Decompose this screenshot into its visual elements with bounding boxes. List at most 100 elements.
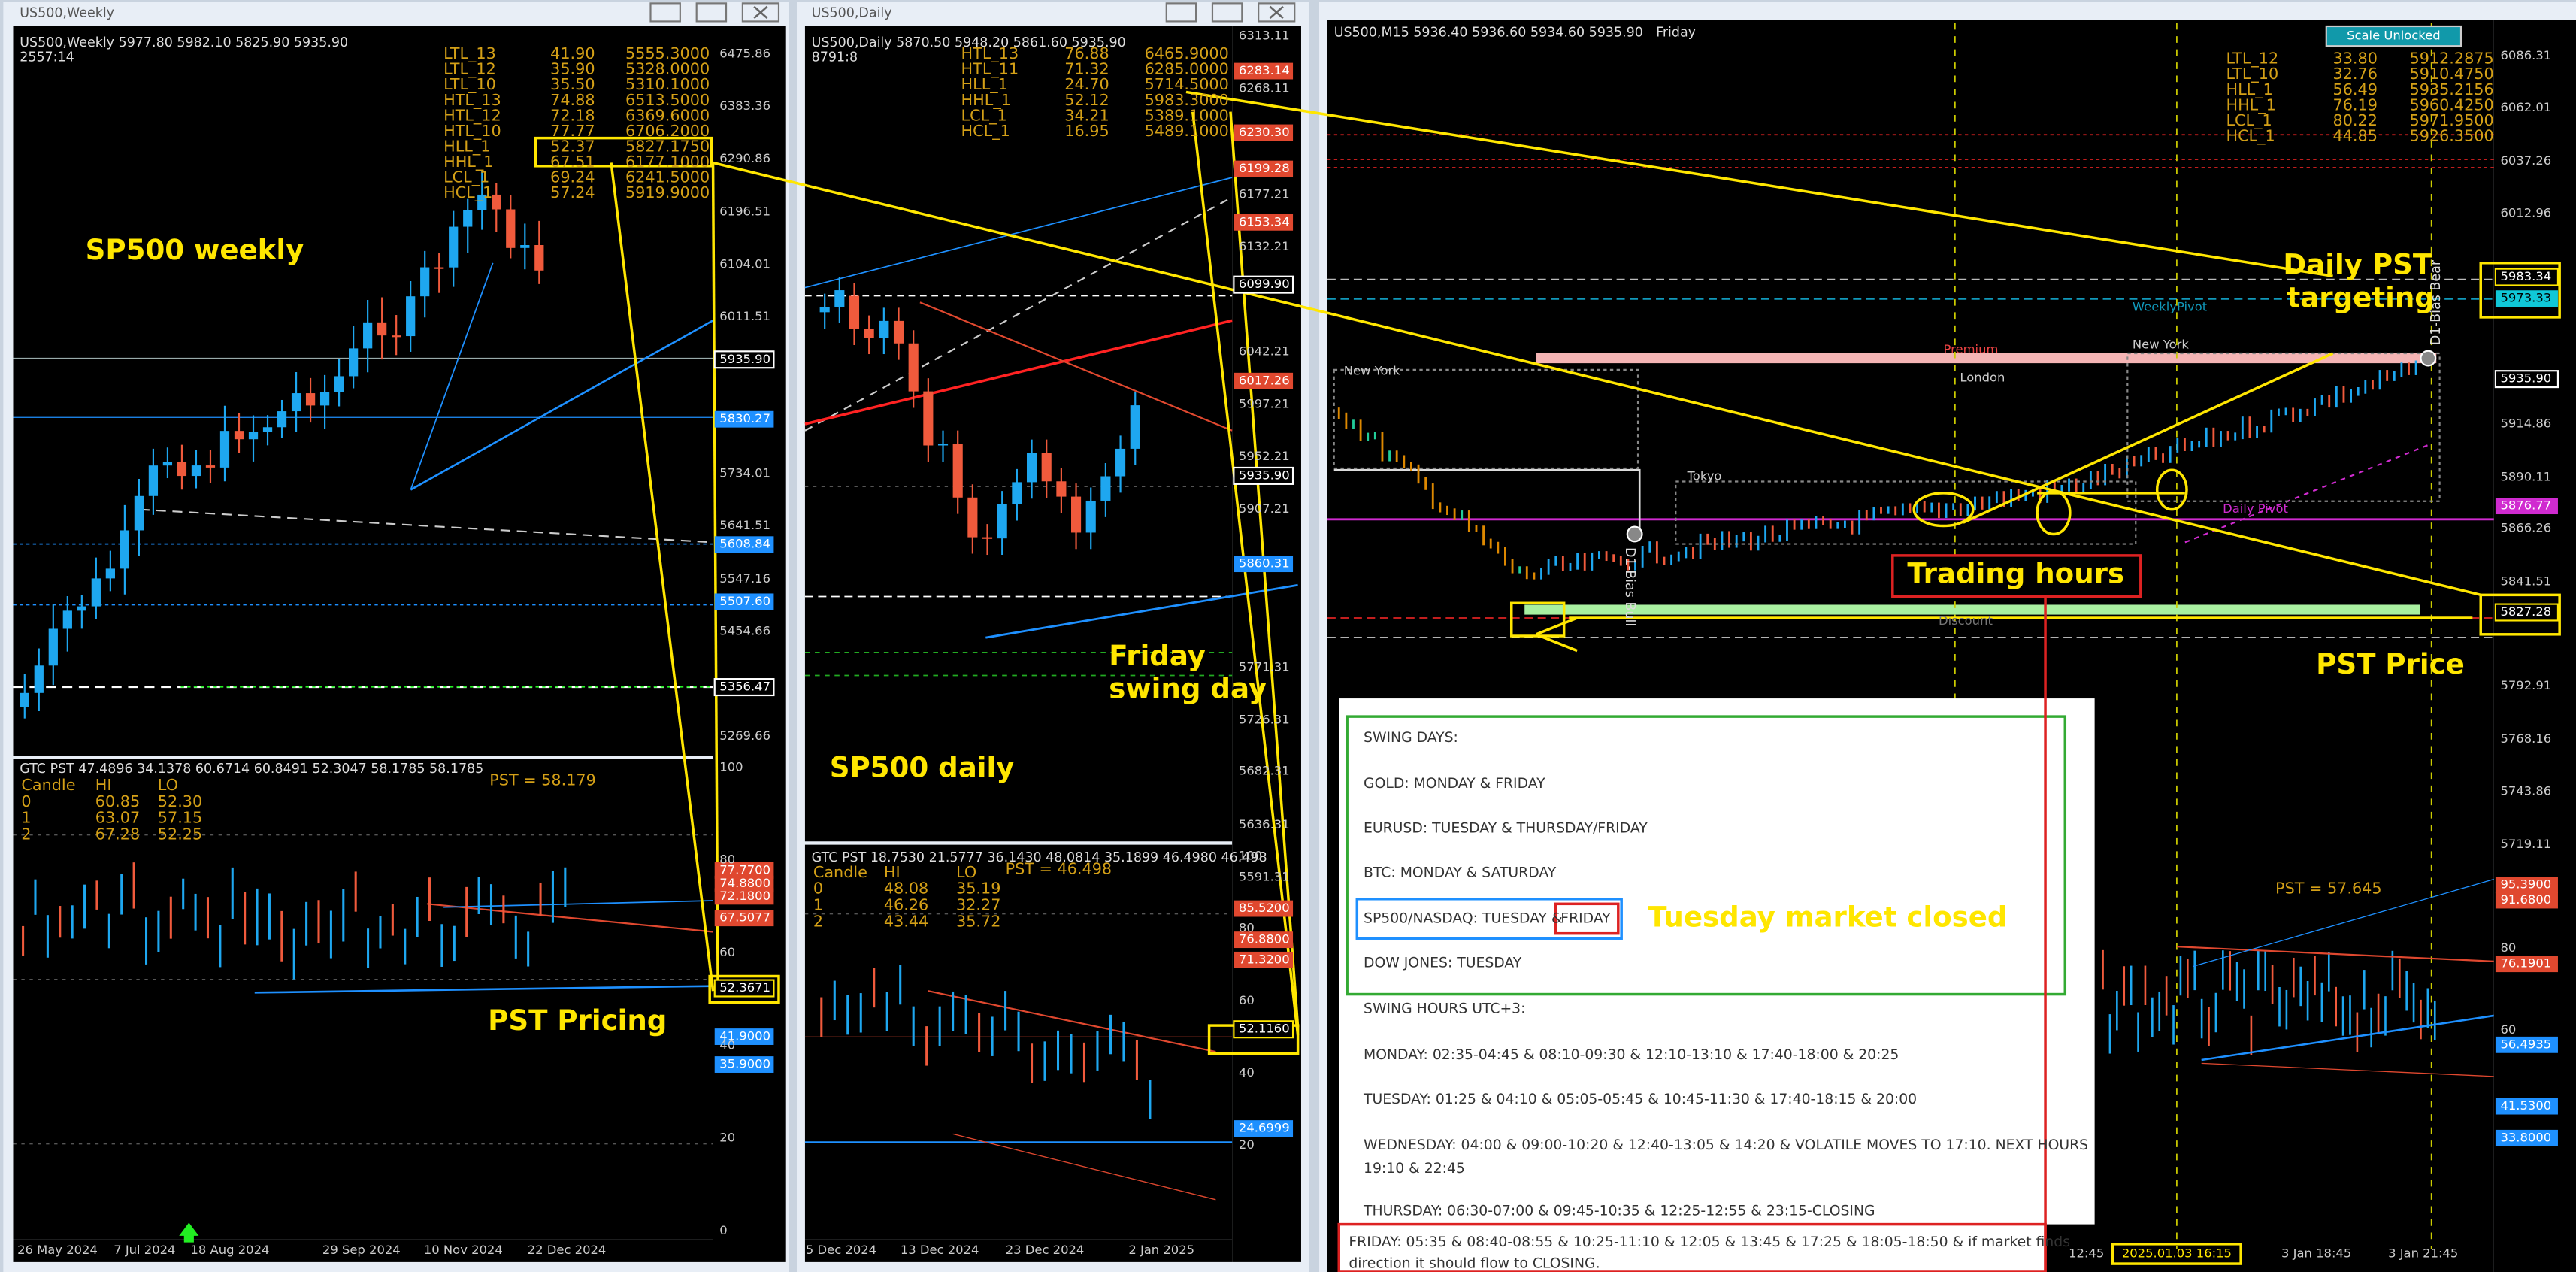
table-cell: HTL_10 <box>443 122 501 141</box>
table-cell: 34.21 <box>1064 106 1109 124</box>
annotation: Friday <box>1109 640 1206 672</box>
weekly-axis <box>713 26 786 1262</box>
premium-zone <box>1536 353 2437 364</box>
axis-label: 5935.90 <box>719 352 770 366</box>
axis-label: 5935.90 <box>2500 371 2551 386</box>
table-cell: HI <box>95 776 112 794</box>
table-cell: 57.15 <box>158 809 202 827</box>
table-cell: LTL_12 <box>443 60 496 79</box>
axis-label: 76.1901 <box>2500 956 2551 971</box>
daily-date-axis <box>804 1239 1233 1262</box>
zone-label: Tokyo <box>1687 468 1722 483</box>
annotation-line <box>1185 90 2333 277</box>
axis-label: 6012.96 <box>2500 205 2551 220</box>
scale-button-label[interactable]: Scale Unlocked <box>2347 29 2441 43</box>
axis-label: 6199.28 <box>1239 161 1290 175</box>
chart-label: SP500 weekly <box>86 234 304 266</box>
axis-label: 6313.11 <box>1239 29 1290 43</box>
price-tag <box>713 350 775 369</box>
candle <box>105 568 115 579</box>
bias-marker <box>1626 525 1643 543</box>
annotation-box <box>2479 593 2561 636</box>
annotation-line <box>713 161 2481 597</box>
table-cell: 35.50 <box>550 75 595 93</box>
table-cell: 76.19 <box>2333 95 2378 114</box>
chart-drawings <box>13 23 2561 1272</box>
table-cell: 6177.1000 <box>625 153 710 171</box>
window-buttons[interactable] <box>649 2 1296 23</box>
table-cell: LCL_1 <box>2226 111 2272 130</box>
table-cell: 5926.3500 <box>2410 126 2494 144</box>
table-cell: 5328.0000 <box>625 60 710 78</box>
pst-value: PST = 57.645 <box>2275 880 2382 898</box>
axis-label: 6283.14 <box>1239 63 1290 77</box>
table-cell: 60.85 <box>95 792 140 810</box>
axis-label: 100 <box>719 759 743 774</box>
table-cell: 67.28 <box>95 825 140 843</box>
axis-label: 6153.34 <box>1239 214 1290 229</box>
table-cell: 6369.6000 <box>625 106 710 124</box>
candle <box>120 530 130 569</box>
axis-label: 5591.31 <box>1239 870 1290 884</box>
axis-label: 6042.21 <box>1239 344 1290 359</box>
candle <box>1026 453 1037 483</box>
price-tag <box>713 678 775 697</box>
table-cell: 48.08 <box>884 880 928 898</box>
table-cell: 77.77 <box>550 122 595 140</box>
table-cell: 52.30 <box>158 792 202 810</box>
candle <box>534 244 544 271</box>
candle <box>982 537 993 539</box>
annotation-box <box>2479 262 2561 319</box>
table-cell: 80.22 <box>2333 111 2378 129</box>
axis-label: 6132.21 <box>1239 239 1290 253</box>
candle <box>91 578 101 607</box>
axis-label: 5682.31 <box>1239 764 1290 778</box>
table-cell: 5919.9000 <box>625 183 710 201</box>
weekly-chart <box>13 26 713 756</box>
note-line: direction it should flow to CLOSING. <box>1349 1256 1600 1272</box>
candle <box>20 692 29 707</box>
table-cell: LCL_1 <box>961 106 1007 125</box>
table-cell: LTL_10 <box>443 75 496 94</box>
chart-header: US500,M15 5936.40 5936.60 5934.60 5935.9… <box>1334 26 1643 41</box>
axis-label: 6017.26 <box>1239 373 1290 387</box>
timer: 8791:8 <box>812 50 858 65</box>
table-cell: 2 <box>21 825 31 843</box>
table-cell: HCL_1 <box>443 183 492 202</box>
trend-line <box>804 177 1233 289</box>
table-cell: LTL_13 <box>443 44 496 63</box>
price-tag <box>2494 268 2559 286</box>
table-cell: 5910.4750 <box>2410 65 2494 83</box>
price-tag <box>1233 275 1294 294</box>
axis-label: 72.1800 <box>719 889 770 903</box>
candle <box>134 495 144 531</box>
candle <box>148 465 159 496</box>
table-cell: HLL_1 <box>2226 80 2272 99</box>
session-line <box>1333 468 1641 536</box>
ind-line <box>952 1133 1216 1201</box>
price-tag <box>2494 370 2559 389</box>
table-cell: 69.24 <box>550 168 595 186</box>
candle <box>434 267 444 269</box>
chart-header: US500,Weekly 5977.80 5982.10 5825.90 593… <box>20 35 348 50</box>
date-label: 2 Jan 2025 <box>1128 1243 1194 1257</box>
price-tag <box>1234 556 1294 573</box>
table-cell: HI <box>884 863 901 881</box>
bias-label: D1-Bias Bear <box>2429 259 2444 345</box>
annotation-ring <box>2036 489 2072 536</box>
table-cell: 6285.0000 <box>1145 60 1229 78</box>
table-cell: HCL_1 <box>2226 126 2275 145</box>
axis-label: 6268.11 <box>1239 80 1290 95</box>
candle <box>449 226 459 268</box>
table-cell: 5983.3000 <box>1145 91 1229 109</box>
daily-axis <box>1232 26 1301 1262</box>
table-cell: 43.44 <box>884 912 928 930</box>
ind-line <box>427 903 713 933</box>
annotation: PST Price <box>2316 648 2465 680</box>
axis-label: 6230.30 <box>1239 125 1290 139</box>
zone-label: London <box>1960 370 2005 384</box>
table-cell: 6465.9000 <box>1145 44 1229 62</box>
annotation-line <box>610 162 715 992</box>
axis-label: 5997.21 <box>1239 396 1290 410</box>
